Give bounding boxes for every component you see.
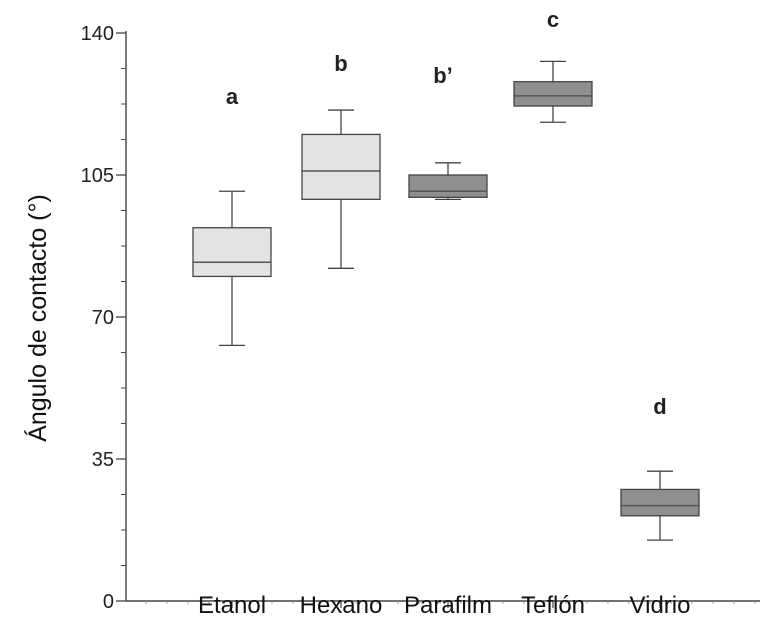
significance-letter: c bbox=[547, 7, 559, 32]
y-tick-label: 0 bbox=[103, 591, 114, 613]
box-iqr bbox=[301, 133, 381, 200]
box-hexano bbox=[301, 109, 381, 269]
significance-letter: d bbox=[653, 394, 666, 419]
box-group bbox=[192, 60, 700, 541]
box-parafilm bbox=[408, 162, 488, 200]
box-teflón bbox=[513, 60, 593, 123]
box-iqr bbox=[408, 174, 488, 198]
significance-letter: b’ bbox=[433, 63, 453, 88]
y-tick-label: 70 bbox=[92, 307, 114, 329]
x-category-label: Parafilm bbox=[404, 592, 492, 619]
y-tick-label: 105 bbox=[81, 165, 114, 187]
y-tick-label: 35 bbox=[92, 449, 114, 471]
label-group: Ángulo de contacto (°) Etanol Hexano Parafi… bbox=[23, 7, 690, 619]
y-axis-title: Ángulo de contacto (°) bbox=[23, 194, 52, 442]
x-category-label: Etanol bbox=[198, 592, 266, 619]
box-etanol bbox=[192, 190, 272, 347]
y-tick-label: 140 bbox=[81, 23, 114, 45]
chart-axes: 0 35 70 105 140 bbox=[81, 23, 760, 613]
significance-letter: b bbox=[334, 51, 347, 76]
x-category-label: Hexano bbox=[300, 592, 383, 619]
box-vidrio bbox=[620, 470, 700, 541]
box-iqr bbox=[192, 227, 272, 278]
box-iqr bbox=[513, 81, 593, 107]
x-category-label: Vidrio bbox=[630, 592, 691, 619]
significance-letter: a bbox=[226, 84, 239, 109]
box-iqr bbox=[620, 488, 700, 517]
x-category-label: Teflón bbox=[521, 592, 585, 619]
